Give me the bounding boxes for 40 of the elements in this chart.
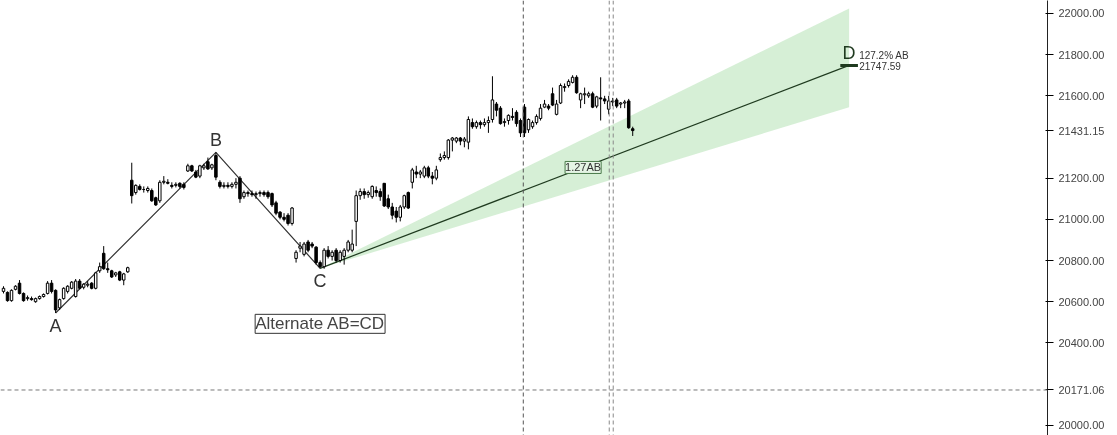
candlestick bbox=[254, 191, 258, 200]
candlestick bbox=[246, 190, 250, 198]
candlestick bbox=[222, 181, 226, 189]
candlestick bbox=[510, 107, 515, 122]
candlestick bbox=[258, 190, 262, 198]
y-tick-label: 20171.06 bbox=[1058, 383, 1105, 396]
data-label: D bbox=[842, 43, 856, 64]
candlestick bbox=[238, 175, 242, 204]
candlestick bbox=[250, 190, 254, 198]
annotation: 21747.59 bbox=[859, 61, 902, 73]
y-tick-label: 21600.00 bbox=[1058, 89, 1105, 102]
y-tick-label: 20000.00 bbox=[1058, 419, 1105, 432]
candlestick bbox=[130, 162, 134, 204]
data-label: C bbox=[313, 271, 327, 292]
y-tick-label: 21200.00 bbox=[1058, 172, 1105, 185]
y-tick-label: 21000.00 bbox=[1058, 213, 1105, 226]
y-tick-label: 21800.00 bbox=[1058, 48, 1105, 61]
data-label: A bbox=[49, 316, 62, 337]
y-tick-label: 20800.00 bbox=[1058, 254, 1105, 267]
candlestick bbox=[158, 179, 162, 204]
y-tick-label: 22000.00 bbox=[1058, 7, 1105, 20]
y-tick-label: 21431.15 bbox=[1058, 124, 1105, 137]
candlestick bbox=[322, 247, 326, 270]
candlestick bbox=[350, 229, 354, 253]
candlestick bbox=[330, 249, 334, 262]
candlestick bbox=[230, 181, 234, 189]
y-tick-label: 20600.00 bbox=[1058, 295, 1105, 308]
candlestick bbox=[282, 212, 286, 222]
candlestick bbox=[226, 181, 230, 189]
candlestick bbox=[262, 190, 266, 198]
data-label: B bbox=[209, 130, 222, 151]
candlestick bbox=[298, 241, 302, 253]
candlestick bbox=[382, 182, 386, 208]
candlestick bbox=[214, 151, 218, 181]
candlestick bbox=[294, 249, 298, 264]
candlestick bbox=[101, 245, 106, 271]
candlestick bbox=[314, 245, 318, 266]
annotation: 1.27AB bbox=[565, 161, 602, 174]
annotation: 127.2% AB bbox=[859, 49, 909, 61]
y-tick-label: 20400.00 bbox=[1058, 336, 1105, 349]
